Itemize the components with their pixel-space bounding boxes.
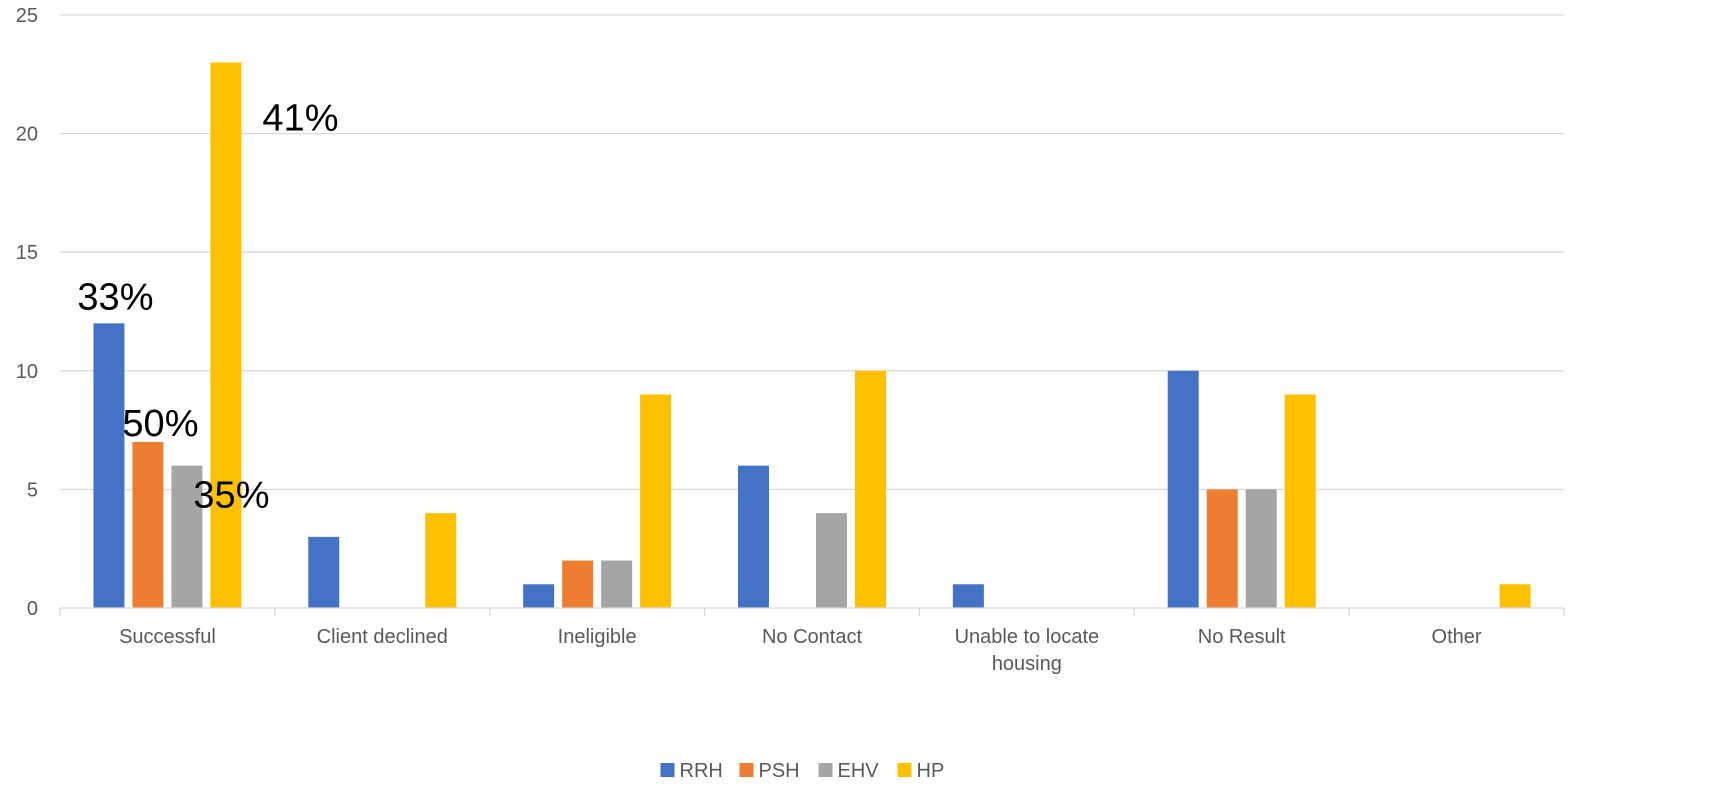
legend-swatch	[660, 763, 675, 777]
bar-hp	[425, 513, 457, 608]
bar-rrh	[308, 536, 340, 608]
legend-item-rrh: RRH	[660, 760, 723, 782]
annotation-label: 50%	[122, 403, 198, 445]
bar-rrh	[93, 323, 125, 608]
bar-psh	[562, 560, 594, 608]
legend-swatch	[739, 763, 754, 777]
y-tick-label: 0	[27, 598, 38, 620]
bar-rrh	[523, 584, 555, 608]
legend-label: HP	[917, 760, 945, 782]
legend-swatch	[897, 763, 912, 777]
bar-hp	[640, 394, 672, 608]
category-label: Client declined	[317, 626, 448, 648]
bar-psh	[132, 441, 164, 608]
bar-hp	[1499, 584, 1531, 608]
annotation-label: 41%	[262, 97, 338, 139]
category-labels: Successful Client declined Ineligible No Co…	[119, 626, 1482, 675]
bar-hp	[855, 370, 886, 608]
annotations: 33% 50% 35% 41%	[77, 97, 338, 516]
legend-label: RRH	[680, 760, 723, 782]
y-tick-label: 10	[16, 361, 38, 383]
bar-hp	[1284, 394, 1316, 608]
y-axis-ticks: 0 5 10 15 20 25	[16, 5, 38, 620]
category-label: No Result	[1198, 626, 1286, 648]
annotation-label: 35%	[193, 475, 269, 517]
legend-label: PSH	[759, 760, 800, 782]
bars	[93, 62, 1531, 608]
y-tick-label: 25	[16, 5, 38, 27]
bar-psh	[1206, 489, 1238, 608]
annotation-label: 33%	[77, 276, 153, 318]
gridlines	[60, 14, 1564, 491]
category-label: Unable to locate housing	[955, 626, 1100, 675]
bar-rrh	[738, 465, 769, 608]
legend-swatch	[818, 763, 833, 777]
legend-label: EHV	[838, 760, 880, 782]
legend-item-ehv: EHV	[818, 760, 880, 782]
bar-rrh	[952, 584, 984, 608]
legend-item-psh: PSH	[739, 760, 800, 782]
x-axis	[59, 607, 1565, 616]
legend: RRH PSH EHV HP	[660, 760, 945, 782]
y-tick-label: 20	[16, 124, 38, 146]
bar-rrh	[1167, 370, 1199, 608]
category-label: Other	[1432, 626, 1482, 648]
bar-ehv	[171, 465, 203, 608]
bar-ehv	[1245, 489, 1277, 608]
category-label: Successful	[119, 626, 216, 648]
y-tick-label: 5	[27, 479, 38, 501]
bar-ehv	[601, 560, 633, 608]
category-label: Ineligible	[558, 626, 637, 648]
bar-hp	[210, 62, 242, 608]
legend-item-hp: HP	[897, 760, 945, 782]
category-label: No Contact	[762, 626, 862, 648]
bar-ehv	[816, 513, 847, 608]
y-tick-label: 15	[16, 242, 38, 264]
